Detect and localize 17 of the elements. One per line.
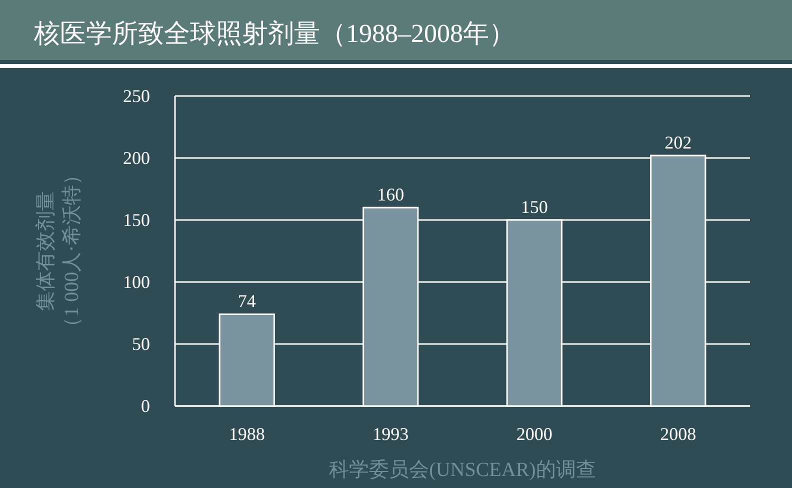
data-label: 160 (377, 184, 404, 205)
y-tick-label: 200 (123, 148, 150, 168)
y-tick-label: 150 (123, 210, 150, 230)
data-label: 150 (520, 197, 548, 217)
data-label: 202 (664, 132, 692, 153)
x-tick-label: 2000 (516, 424, 552, 444)
y-tick-label: 250 (123, 86, 150, 106)
x-tick-label: 2008 (660, 424, 696, 444)
y-tick-label: 50 (132, 334, 150, 354)
y-tick-label: 100 (123, 272, 150, 292)
x-axis-title: 科学委员会(UNSCEAR)的调查 (329, 459, 596, 481)
x-tick-label: 1993 (372, 424, 409, 444)
chart-title: 核医学所致全球照射剂量（1988–2008年） (33, 19, 515, 48)
y-tick-label: 0 (141, 396, 150, 416)
data-label: 74 (238, 291, 256, 312)
x-tick-label: 1988 (228, 424, 265, 444)
y-axis-title: 集体有效剂量（1 000人·希沃特） (35, 165, 83, 337)
